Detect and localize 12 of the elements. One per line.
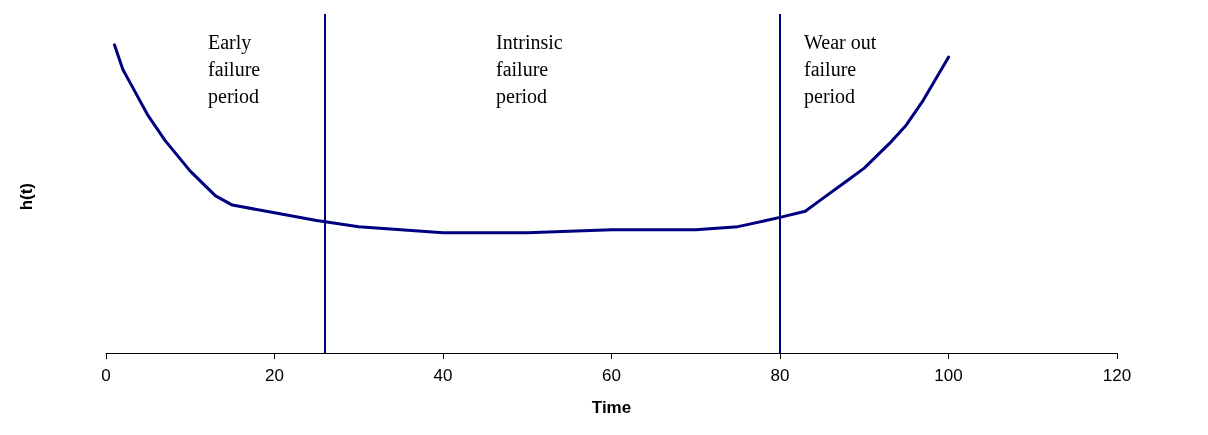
x-tick-label: 40 bbox=[433, 366, 453, 385]
x-tick-label: 20 bbox=[265, 366, 284, 385]
x-tick-label: 60 bbox=[602, 366, 621, 385]
annotation: Wear out failure period bbox=[804, 30, 877, 108]
y-axis-title: h(t) bbox=[17, 182, 36, 211]
annotation: Early failure period bbox=[208, 30, 261, 108]
x-tick-label: 0 bbox=[101, 366, 111, 385]
x-tick-label: 100 bbox=[934, 366, 963, 385]
x-tick-label: 80 bbox=[770, 366, 790, 385]
x-tick-label: 120 bbox=[1102, 366, 1132, 385]
annotation: Intrinsic failure period bbox=[496, 30, 563, 108]
x-axis-title: Time bbox=[591, 398, 632, 417]
